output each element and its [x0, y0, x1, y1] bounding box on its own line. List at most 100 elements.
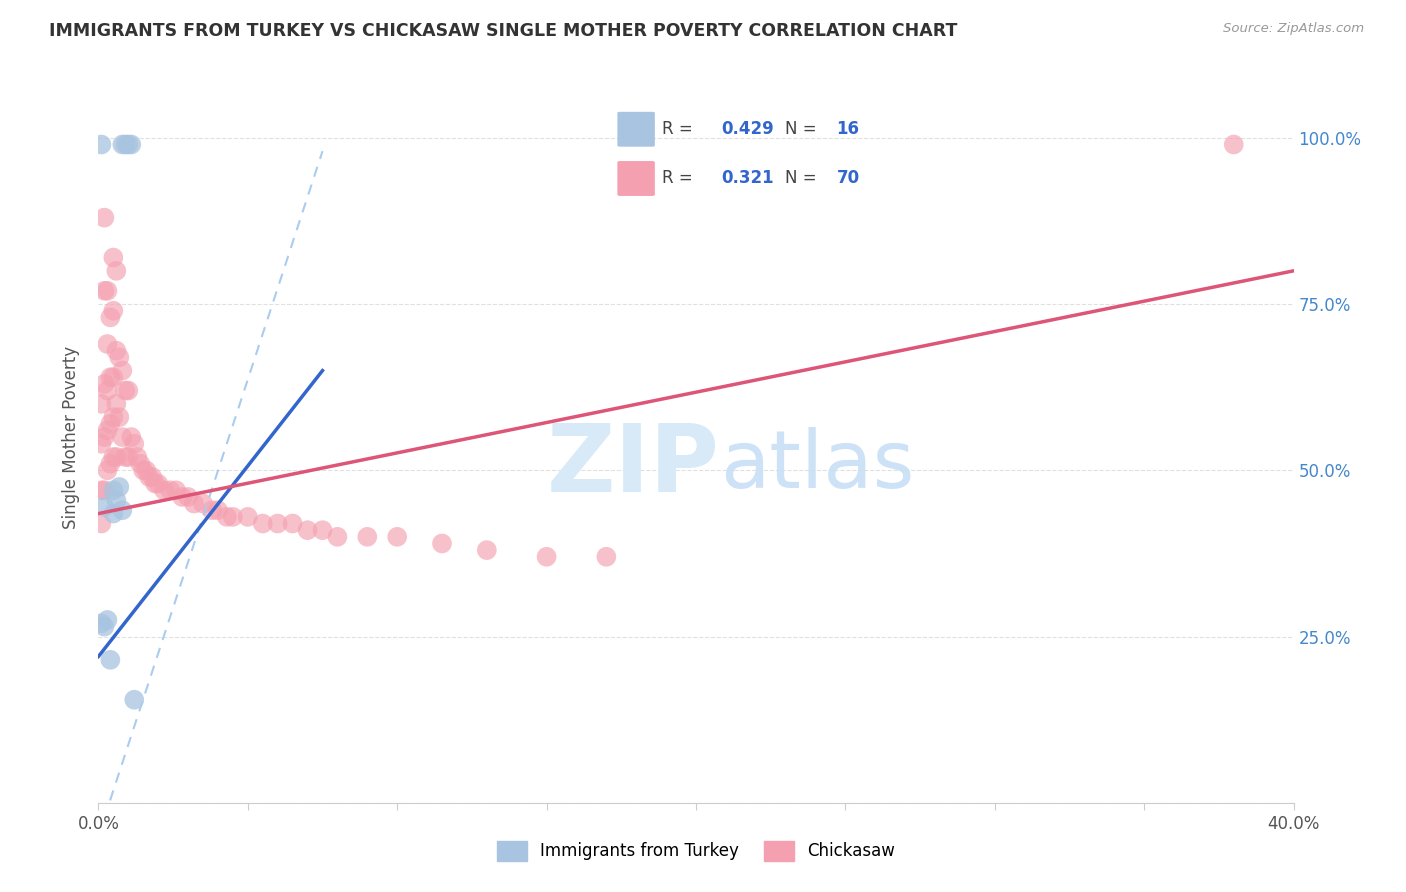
Point — [103, 507, 125, 521]
Point — [98, 370, 122, 384]
Point — [281, 516, 304, 531]
Text: 16: 16 — [837, 120, 859, 138]
Point — [93, 430, 115, 444]
Text: R =: R = — [662, 169, 693, 187]
Point — [108, 351, 131, 365]
Point — [117, 137, 139, 152]
Point — [96, 424, 118, 438]
Point — [215, 509, 238, 524]
Text: R =: R = — [662, 120, 693, 138]
Point — [108, 410, 131, 425]
Point — [165, 483, 187, 498]
Point — [105, 450, 128, 464]
Point — [120, 137, 142, 152]
Point — [143, 476, 166, 491]
Point — [96, 613, 118, 627]
Point — [111, 430, 134, 444]
Point — [103, 251, 125, 265]
Point — [90, 616, 112, 631]
Point — [114, 450, 136, 464]
Point — [201, 503, 224, 517]
Point — [148, 476, 170, 491]
Point — [93, 500, 115, 514]
Point — [93, 284, 115, 298]
Point — [105, 397, 128, 411]
FancyBboxPatch shape — [617, 161, 655, 196]
Point — [183, 497, 205, 511]
Point — [93, 376, 115, 391]
Point — [114, 384, 136, 398]
Point — [98, 653, 122, 667]
Text: 0.321: 0.321 — [721, 169, 773, 187]
Point — [90, 483, 112, 498]
Point — [153, 483, 176, 498]
Point — [90, 397, 112, 411]
Point — [135, 463, 157, 477]
Point — [311, 523, 333, 537]
Point — [103, 450, 125, 464]
Point — [172, 490, 194, 504]
Point — [191, 497, 214, 511]
Point — [103, 370, 125, 384]
Legend: Immigrants from Turkey, Chickasaw: Immigrants from Turkey, Chickasaw — [491, 834, 901, 868]
Point — [129, 457, 152, 471]
Point — [108, 480, 131, 494]
Point — [177, 490, 200, 504]
Point — [111, 363, 134, 377]
Text: N =: N = — [785, 169, 815, 187]
Text: 0.429: 0.429 — [721, 120, 773, 138]
Point — [105, 264, 128, 278]
Point — [90, 516, 112, 531]
Point — [267, 516, 290, 531]
Point — [96, 463, 118, 477]
Point — [111, 503, 134, 517]
Point — [96, 284, 118, 298]
Point — [120, 430, 142, 444]
Point — [595, 549, 617, 564]
Point — [103, 483, 125, 498]
Point — [252, 516, 274, 531]
Point — [430, 536, 453, 550]
Point — [138, 470, 160, 484]
Point — [236, 509, 259, 524]
Point — [90, 436, 112, 450]
Point — [93, 619, 115, 633]
Point — [103, 410, 125, 425]
Point — [356, 530, 378, 544]
Point — [127, 450, 149, 464]
Point — [132, 463, 155, 477]
Point — [93, 211, 115, 225]
Point — [105, 343, 128, 358]
Point — [114, 137, 136, 152]
Text: ZIP: ZIP — [547, 420, 720, 512]
Point — [98, 417, 122, 431]
Point — [297, 523, 319, 537]
Text: 70: 70 — [837, 169, 859, 187]
Text: N =: N = — [785, 120, 815, 138]
Point — [207, 503, 229, 517]
Point — [93, 483, 115, 498]
Point — [117, 450, 139, 464]
Point — [103, 303, 125, 318]
Point — [536, 549, 558, 564]
Y-axis label: Single Mother Poverty: Single Mother Poverty — [62, 345, 80, 529]
Point — [475, 543, 498, 558]
Point — [96, 384, 118, 398]
Text: atlas: atlas — [720, 427, 914, 506]
Point — [159, 483, 181, 498]
Point — [385, 530, 409, 544]
Point — [98, 310, 122, 325]
Point — [96, 337, 118, 351]
Point — [117, 384, 139, 398]
Point — [124, 692, 146, 706]
Point — [124, 436, 146, 450]
Point — [326, 530, 349, 544]
Point — [1223, 137, 1246, 152]
Point — [105, 493, 128, 508]
Text: Source: ZipAtlas.com: Source: ZipAtlas.com — [1223, 22, 1364, 36]
Point — [141, 470, 163, 484]
FancyBboxPatch shape — [617, 112, 655, 146]
Point — [222, 509, 245, 524]
Point — [90, 137, 112, 152]
Point — [98, 457, 122, 471]
